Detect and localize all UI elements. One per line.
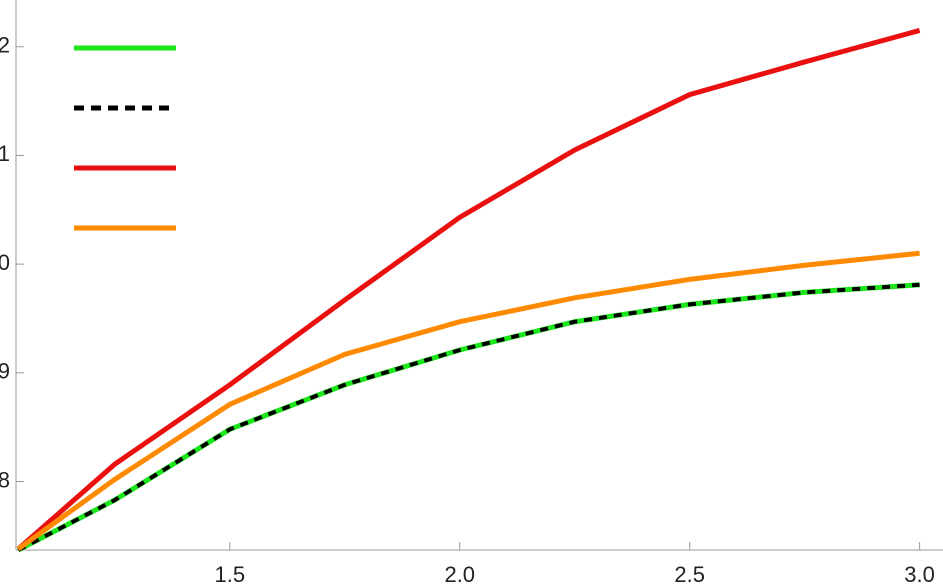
y-tick-label: 2	[0, 33, 10, 58]
x-tick-label: 2.0	[444, 562, 475, 587]
series-line	[16, 28, 921, 551]
y-tick-label: 0	[0, 250, 10, 275]
x-tick-label: 3.0	[904, 562, 935, 587]
x-tick-label: 1.5	[215, 562, 246, 587]
series-line	[17, 282, 920, 553]
series-line	[17, 282, 920, 552]
series-line	[16, 250, 920, 551]
y-tick-label: 1	[0, 141, 10, 166]
x-tick-label: 2.5	[674, 562, 705, 587]
y-tick-label: 9	[0, 359, 10, 384]
y-tick-label: 8	[0, 467, 10, 492]
